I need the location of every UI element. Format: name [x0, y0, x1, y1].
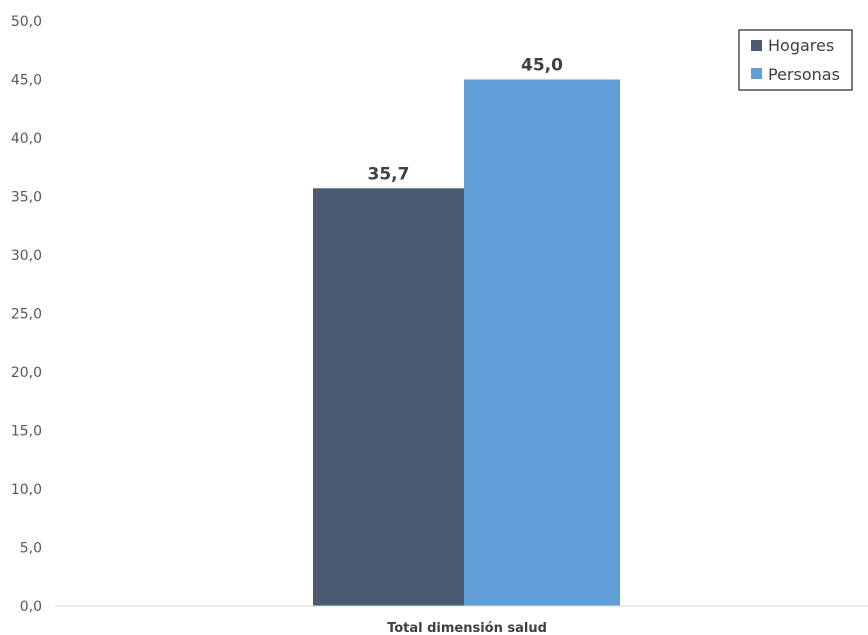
y-tick-label: 35,0: [11, 190, 42, 206]
y-tick-label: 30,0: [11, 248, 42, 264]
category-label: Total dimensión salud: [387, 621, 547, 635]
data-label-personas: 45,0: [521, 56, 563, 76]
bar-hogares: [313, 188, 464, 606]
y-axis: 0,0 5,0 10,0 15,0 20,0 25,0 30,0 35,0 40,0 45,0 50…: [11, 14, 42, 615]
y-tick-label: 50,0: [11, 14, 42, 30]
bar-personas: [464, 79, 620, 606]
y-tick-label: 10,0: [11, 482, 42, 498]
legend-label-hogares: Hogares: [768, 36, 834, 55]
y-tick-label: 5,0: [20, 541, 42, 557]
y-tick-label: 0,0: [20, 599, 42, 615]
legend-label-personas: Personas: [768, 65, 840, 84]
y-tick-label: 20,0: [11, 365, 42, 381]
legend-swatch-personas: [751, 68, 762, 79]
legend-swatch-hogares: [751, 40, 762, 51]
data-labels: 35,7 45,0: [368, 56, 564, 185]
legend: Hogares Personas: [738, 29, 853, 91]
y-tick-label: 40,0: [11, 131, 42, 147]
y-tick-label: 25,0: [11, 307, 42, 323]
data-label-hogares: 35,7: [368, 164, 410, 184]
y-tick-label: 45,0: [11, 73, 42, 89]
bars: [313, 79, 620, 606]
y-tick-label: 15,0: [11, 424, 42, 440]
